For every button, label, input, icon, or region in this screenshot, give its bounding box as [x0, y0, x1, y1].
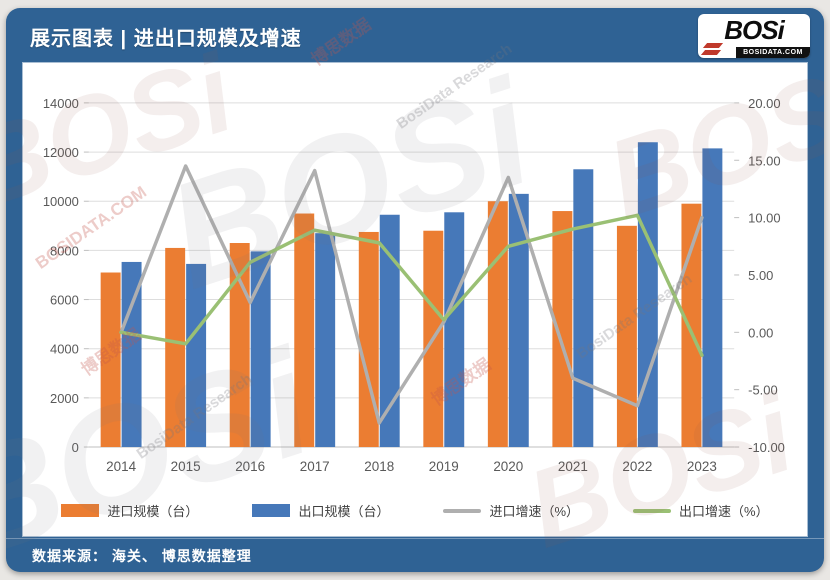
bosi-logo-url: BOSIDATA.COM	[736, 47, 810, 58]
x-axis-label-2021: 2021	[558, 459, 588, 474]
legend-swatch-icon	[443, 508, 482, 513]
bar-import-2014	[100, 272, 121, 448]
bar-import-2018	[358, 231, 379, 448]
legend-swatch-icon	[252, 504, 291, 517]
x-axis-label-2020: 2020	[493, 459, 523, 474]
left-axis-tick-label: 6000	[50, 293, 79, 308]
logo-stripe-icon	[700, 50, 722, 55]
legend-label: 进口增速（%）	[489, 504, 580, 519]
bar-export-2014	[121, 261, 142, 448]
legend-label: 出口规模（台）	[298, 504, 390, 519]
x-axis-label-2018: 2018	[364, 459, 394, 474]
legend-item-1: 出口规模（台）	[252, 501, 389, 520]
bar-export-2020	[508, 193, 529, 448]
x-axis-label-2017: 2017	[300, 459, 330, 474]
right-axis-tick-label: -10.00	[748, 440, 785, 455]
legend-item-0: 进口规模（台）	[61, 501, 198, 520]
legend-item-3: 出口增速（%）	[633, 501, 769, 520]
bar-export-2015	[186, 263, 207, 448]
footer-bar: 数据来源： 海关、 博思数据整理	[6, 538, 824, 572]
bosi-logo: BOSi BOSIDATA.COM	[698, 14, 810, 58]
export-growth-line	[119, 213, 704, 358]
right-axis-tick-label: 20.00	[748, 96, 780, 111]
x-axis-label-2023: 2023	[687, 459, 717, 474]
legend-swatch-icon	[61, 504, 100, 517]
right-axis-tick-label: 10.00	[748, 211, 780, 226]
bar-import-2020	[487, 201, 508, 448]
report-card: BOSi BOSi BOSi BOSi BOSi 博思数据 博思数据 博思数据 …	[6, 8, 824, 572]
bar-export-2023	[702, 148, 723, 448]
bar-export-2022	[637, 142, 658, 448]
combo-chart: 0 2000 4000 6000 8000 10000 12000 14000 -10.00 -5…	[43, 96, 785, 474]
data-source-text: 数据来源： 海关、 博思数据整理	[32, 548, 252, 564]
left-axis-tick-label: 0	[72, 440, 79, 455]
right-axis-tick-label: 5.00	[748, 268, 773, 283]
right-axis-tick-label: 0.00	[748, 325, 773, 340]
bosi-logo-text: BOSi	[724, 15, 785, 45]
left-axis-tick-label: 2000	[50, 391, 79, 406]
bar-export-2017	[315, 233, 336, 448]
bar-import-2015	[165, 247, 186, 448]
left-axis-tick-label: 10000	[43, 194, 79, 209]
bar-import-2022	[616, 225, 637, 448]
left-axis-tick-label: 4000	[50, 342, 79, 357]
bar-export-2019	[444, 212, 465, 448]
right-axis-tick-label: 15.00	[748, 153, 780, 168]
x-axis-label-2019: 2019	[429, 459, 459, 474]
logo-stripe-icon	[702, 43, 724, 48]
right-axis-tick-label: -5.00	[748, 383, 778, 398]
bar-import-2021	[552, 211, 573, 448]
legend-label: 进口规模（台）	[107, 504, 199, 519]
x-axis-label-2022: 2022	[622, 459, 652, 474]
x-axis-label-2014: 2014	[106, 459, 136, 474]
bar-export-2016	[250, 251, 271, 448]
left-axis-tick-label: 8000	[50, 243, 79, 258]
page-title: 展示图表 | 进出口规模及增速	[30, 28, 302, 50]
x-axis-label-2015: 2015	[171, 459, 201, 474]
left-axis-tick-label: 12000	[43, 145, 79, 160]
bar-export-2021	[573, 169, 594, 448]
x-axis-label-2016: 2016	[235, 459, 265, 474]
bar-export-2018	[379, 214, 400, 448]
bar-import-2017	[294, 213, 315, 448]
legend-swatch-icon	[633, 508, 672, 513]
legend-label: 出口增速（%）	[679, 504, 769, 519]
chart-panel: 0 2000 4000 6000 8000 10000 12000 14000 -10.00 -5…	[22, 62, 808, 537]
left-axis-tick-label: 14000	[43, 96, 79, 111]
header-bar: 展示图表 | 进出口规模及增速 BOSi BOSIDATA.COM	[6, 8, 824, 62]
chart-legend: 进口规模（台） 出口规模（台） 进口增速（%） 出口增速（%）	[23, 501, 807, 520]
import-growth-line	[119, 164, 704, 425]
bar-import-2023	[681, 203, 702, 448]
legend-item-2: 进口增速（%）	[443, 501, 579, 520]
